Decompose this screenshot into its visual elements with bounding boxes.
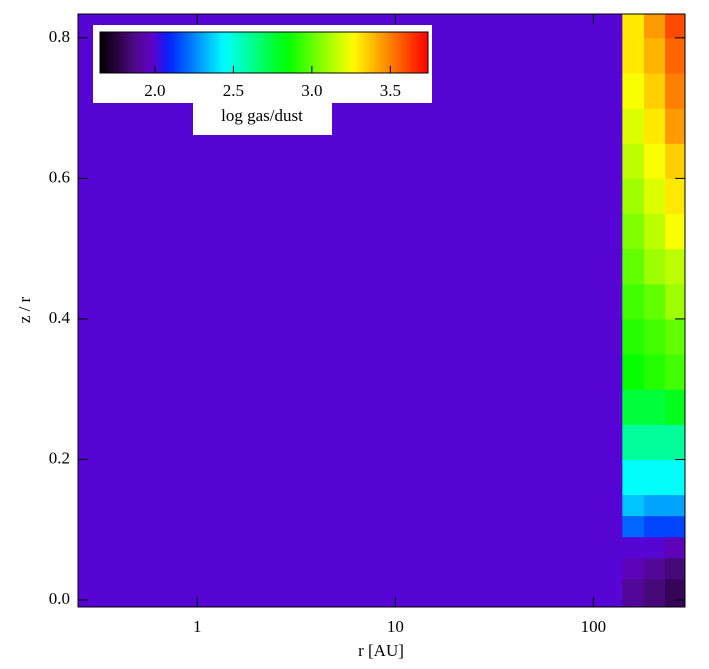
heatmap-cell: [665, 494, 686, 517]
heatmap-cell: [78, 494, 623, 517]
heatmap-cell: [665, 143, 686, 179]
heatmap-cell: [622, 248, 645, 285]
x-tick-label: 100: [581, 617, 607, 636]
heatmap-cell: [622, 73, 645, 109]
heatmap-cell: [643, 494, 666, 517]
heatmap-cell: [622, 108, 645, 144]
heatmap-cell: [643, 178, 666, 215]
heatmap-cell: [665, 459, 686, 496]
heatmap-cell: [78, 389, 623, 425]
heatmap-cell: [643, 143, 666, 179]
heatmap-cell: [622, 494, 645, 517]
plot-frame: [77, 13, 686, 608]
heatmap-cell: [643, 557, 666, 580]
heatmap-cell: [78, 318, 623, 355]
heatmap-cell: [643, 248, 666, 285]
heatmap-cell: [78, 108, 623, 144]
x-tick-label: 1: [193, 617, 202, 636]
heatmap-cell: [622, 557, 645, 580]
heatmap-cell: [622, 459, 645, 496]
heatmap-cell: [622, 213, 645, 250]
heatmap-cell: [643, 354, 666, 390]
heatmap-cell: [78, 354, 623, 390]
heatmap-cell: [643, 73, 666, 109]
heatmap-cell: [665, 424, 686, 460]
heatmap-cell: [643, 515, 666, 538]
heatmap-cell: [665, 389, 686, 425]
heatmap-cell: [622, 143, 645, 179]
heatmap-cell: [78, 178, 623, 215]
heatmap-cell: [622, 37, 645, 74]
heatmap-cell: [665, 536, 686, 559]
heatmap-cell: [622, 578, 645, 608]
heatmap-cell: [622, 424, 645, 460]
heatmap-cell: [622, 283, 645, 320]
heatmap-cell: [665, 318, 686, 355]
heatmap-cell: [78, 213, 623, 250]
heatmap-cell: [665, 14, 686, 39]
heatmap-cell: [78, 536, 623, 559]
heatmap-cell: [78, 424, 623, 460]
heatmap-cell: [665, 354, 686, 390]
colorbar-label-box: [193, 100, 332, 135]
heatmap-cell: [665, 73, 686, 109]
heatmap-cell: [622, 354, 645, 390]
y-tick-label: 0.8: [49, 27, 70, 46]
heatmap-cell: [78, 557, 623, 580]
heatmap-cell: [665, 178, 686, 215]
y-tick-label: 0.2: [49, 448, 70, 467]
heatmap-cell: [643, 108, 666, 144]
heatmap-cell: [665, 37, 686, 74]
colorbar-label: log gas/dust: [221, 106, 303, 125]
heatmap-cell: [665, 283, 686, 320]
colorbar: [99, 31, 429, 74]
heatmap-cell: [643, 213, 666, 250]
heatmap-cell: [643, 389, 666, 425]
heatmap-cell: [78, 515, 623, 538]
heatmap-cell: [622, 14, 645, 39]
heatmap-cell: [622, 515, 645, 538]
heatmap-cell: [665, 515, 686, 538]
heatmap-cell: [643, 14, 666, 39]
heatmap-cell: [643, 318, 666, 355]
heatmap-cell: [643, 283, 666, 320]
heatmap-cell: [665, 213, 686, 250]
heatmap-cell: [622, 178, 645, 215]
colorbar-tick-label: 2.0: [144, 81, 165, 100]
colorbar-tick-label: 3.0: [301, 81, 322, 100]
y-axis-label: z / r: [15, 296, 34, 323]
heatmap-cell: [665, 557, 686, 580]
heatmap-cell: [622, 389, 645, 425]
heatmap-cell: [643, 536, 666, 559]
colorbar-tick-label: 2.5: [223, 81, 244, 100]
x-axis-label: r [AU]: [358, 641, 404, 660]
heatmap-cell: [665, 108, 686, 144]
heatmap-cell: [622, 318, 645, 355]
heatmap-cell: [78, 459, 623, 496]
heatmap-cell: [78, 248, 623, 285]
heatmap-cell: [665, 248, 686, 285]
heatmap-cell: [622, 536, 645, 559]
heatmap-cell: [78, 143, 623, 179]
heatmap-cell: [643, 424, 666, 460]
colorbar-tick-label: 3.5: [380, 81, 401, 100]
heatmap-cell: [643, 37, 666, 74]
y-tick-label: 0.4: [49, 308, 71, 327]
heatmap-cell: [643, 578, 666, 608]
y-tick-label: 0.6: [49, 167, 70, 186]
heatmap-cell: [643, 459, 666, 496]
heatmap-cell: [78, 283, 623, 320]
heatmap-cell: [665, 578, 686, 608]
x-tick-label: 10: [387, 617, 404, 636]
y-tick-label: 0.0: [49, 589, 70, 608]
heatmap-cell: [78, 578, 623, 608]
